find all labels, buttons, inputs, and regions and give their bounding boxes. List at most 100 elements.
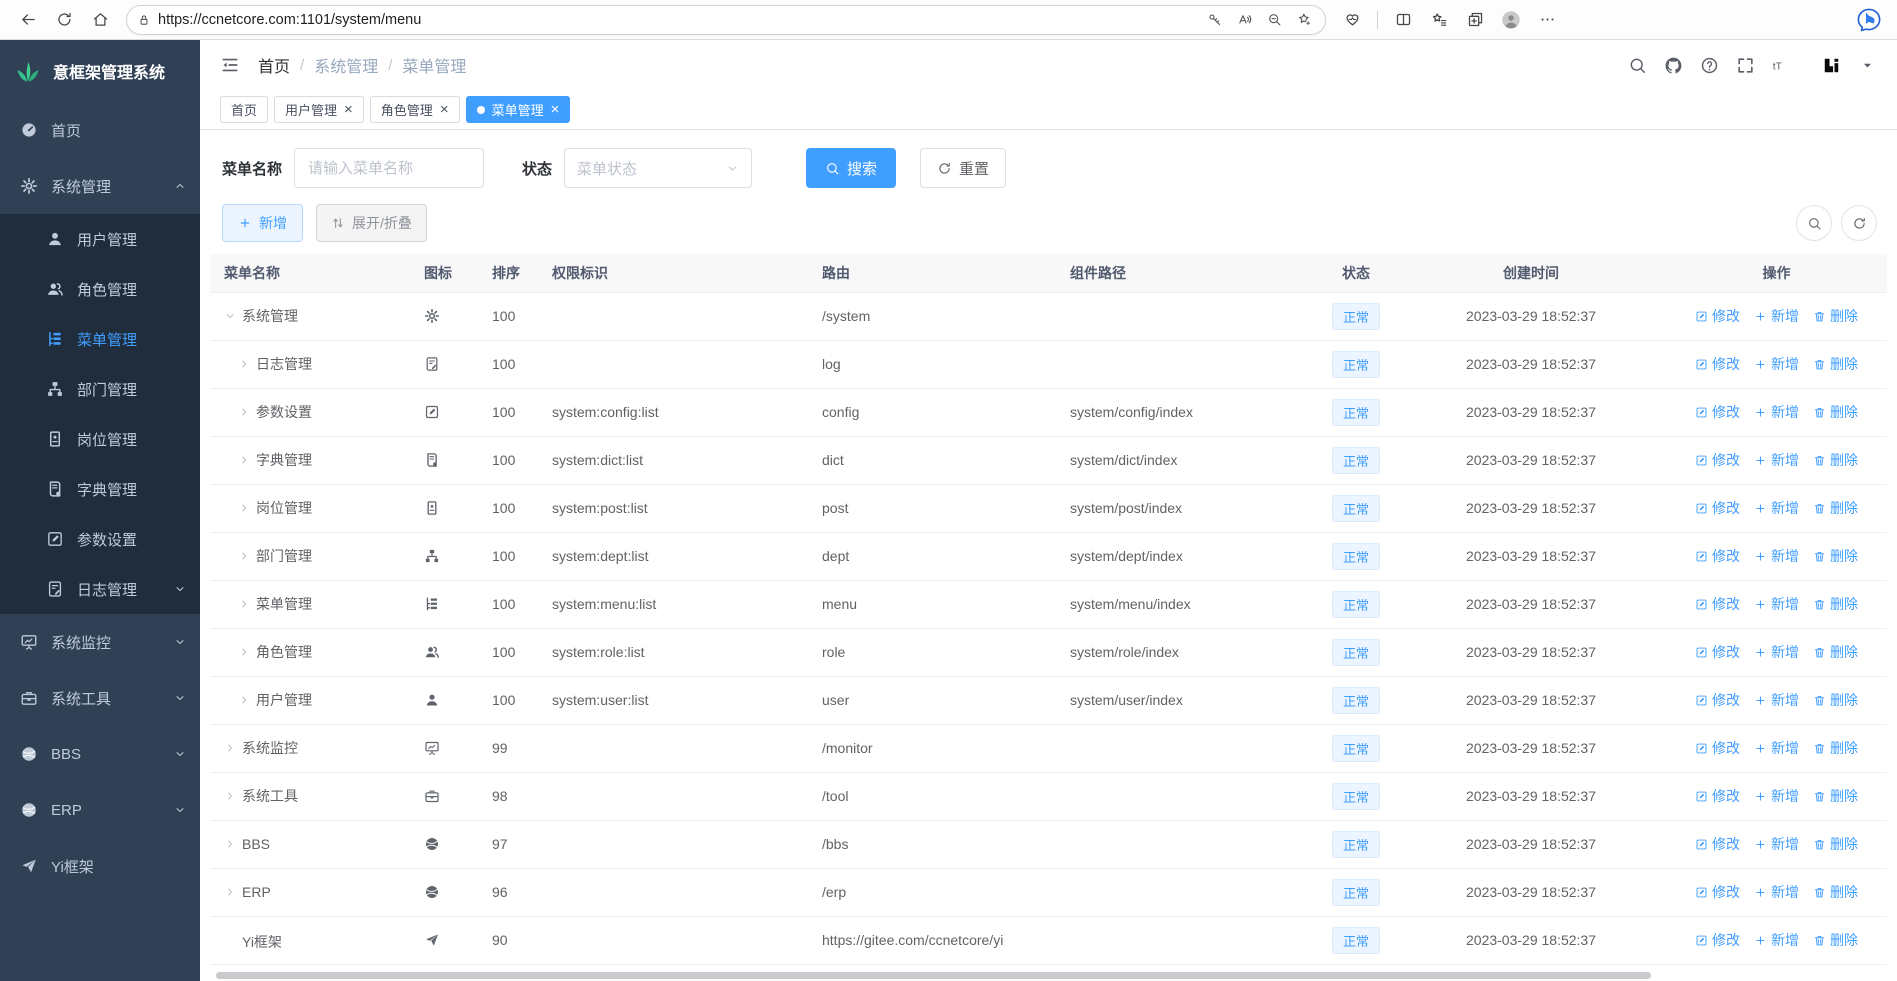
- horizontal-scrollbar[interactable]: [214, 970, 1883, 980]
- row-edit-link[interactable]: 修改: [1695, 690, 1740, 710]
- row-edit-link[interactable]: 修改: [1695, 498, 1740, 518]
- row-edit-link[interactable]: 修改: [1695, 930, 1740, 950]
- show-search-button[interactable]: [1796, 205, 1832, 241]
- split-screen-button[interactable]: [1385, 4, 1421, 36]
- row-add-link[interactable]: 新增: [1754, 354, 1799, 374]
- search-button[interactable]: [1628, 56, 1647, 75]
- row-add-link[interactable]: 新增: [1754, 834, 1799, 854]
- row-edit-link[interactable]: 修改: [1695, 354, 1740, 374]
- breadcrumb-item[interactable]: 菜单管理: [402, 59, 467, 76]
- zoom-out-button[interactable]: [1259, 7, 1289, 33]
- read-aloud-button[interactable]: [1229, 7, 1259, 33]
- sidebar-item-dict[interactable]: 字典管理: [0, 464, 200, 514]
- close-tab-icon[interactable]: ×: [550, 101, 560, 118]
- expand-row-icon[interactable]: [238, 502, 250, 514]
- fullscreen-button[interactable]: [1736, 56, 1755, 75]
- expand-row-icon[interactable]: [238, 454, 250, 466]
- row-delete-link[interactable]: 删除: [1813, 450, 1858, 470]
- expand-collapse-button[interactable]: 展开/折叠: [316, 204, 427, 242]
- browser-essentials-button[interactable]: [1334, 4, 1370, 36]
- back-button[interactable]: [10, 4, 46, 36]
- expand-row-icon[interactable]: [224, 310, 236, 322]
- user-menu-button[interactable]: [1822, 56, 1841, 75]
- row-delete-link[interactable]: 删除: [1813, 882, 1858, 902]
- expand-row-icon[interactable]: [224, 838, 236, 850]
- row-edit-link[interactable]: 修改: [1695, 882, 1740, 902]
- row-add-link[interactable]: 新增: [1754, 306, 1799, 326]
- address-lock[interactable]: [137, 13, 151, 27]
- row-add-link[interactable]: 新增: [1754, 546, 1799, 566]
- expand-row-icon[interactable]: [238, 694, 250, 706]
- row-delete-link[interactable]: 删除: [1813, 354, 1858, 374]
- row-delete-link[interactable]: 删除: [1813, 594, 1858, 614]
- address-bar[interactable]: https://ccnetcore.com:1101/system/menu: [126, 4, 1326, 35]
- row-edit-link[interactable]: 修改: [1695, 546, 1740, 566]
- scrollbar-thumb[interactable]: [216, 971, 1652, 979]
- row-delete-link[interactable]: 删除: [1813, 930, 1858, 950]
- row-edit-link[interactable]: 修改: [1695, 306, 1740, 326]
- sidebar-item-config[interactable]: 参数设置: [0, 514, 200, 564]
- password-button[interactable]: [1199, 7, 1229, 33]
- row-add-link[interactable]: 新增: [1754, 594, 1799, 614]
- bing-chat-button[interactable]: [1851, 4, 1887, 36]
- row-add-link[interactable]: 新增: [1754, 498, 1799, 518]
- expand-row-icon[interactable]: [238, 358, 250, 370]
- collapse-sidebar-button[interactable]: [220, 55, 240, 75]
- row-add-link[interactable]: 新增: [1754, 642, 1799, 662]
- breadcrumb-item[interactable]: 首页: [258, 59, 291, 76]
- row-delete-link[interactable]: 删除: [1813, 306, 1858, 326]
- expand-row-icon[interactable]: [224, 886, 236, 898]
- tab-role[interactable]: 角色管理 ×: [369, 96, 460, 123]
- sidebar-item-yi[interactable]: Yi框架: [0, 838, 200, 894]
- sidebar-item-role[interactable]: 角色管理: [0, 264, 200, 314]
- row-edit-link[interactable]: 修改: [1695, 738, 1740, 758]
- row-edit-link[interactable]: 修改: [1695, 834, 1740, 854]
- sidebar-item-erp[interactable]: ERP: [0, 782, 200, 838]
- add-menu-button[interactable]: 新增: [222, 204, 303, 242]
- row-delete-link[interactable]: 删除: [1813, 786, 1858, 806]
- row-delete-link[interactable]: 删除: [1813, 498, 1858, 518]
- menu-name-input[interactable]: [294, 148, 485, 188]
- profile-button[interactable]: [1493, 4, 1529, 36]
- row-delete-link[interactable]: 删除: [1813, 642, 1858, 662]
- github-button[interactable]: [1664, 56, 1683, 75]
- expand-row-icon[interactable]: [238, 598, 250, 610]
- expand-row-icon[interactable]: [224, 742, 236, 754]
- expand-row-icon[interactable]: [238, 406, 250, 418]
- row-add-link[interactable]: 新增: [1754, 450, 1799, 470]
- close-tab-icon[interactable]: ×: [439, 101, 449, 118]
- sidebar-item-post[interactable]: 岗位管理: [0, 414, 200, 464]
- tab-user[interactable]: 用户管理 ×: [274, 96, 364, 123]
- help-button[interactable]: [1700, 56, 1719, 75]
- row-delete-link[interactable]: 删除: [1813, 546, 1858, 566]
- search-button[interactable]: 搜索: [806, 148, 897, 188]
- more-options-button[interactable]: [1529, 4, 1565, 36]
- home-button[interactable]: [82, 4, 118, 36]
- row-delete-link[interactable]: 删除: [1813, 834, 1858, 854]
- row-add-link[interactable]: 新增: [1754, 738, 1799, 758]
- font-size-button[interactable]: tT: [1772, 56, 1791, 75]
- expand-row-icon[interactable]: [224, 790, 236, 802]
- breadcrumb-item[interactable]: 系统管理: [314, 59, 379, 76]
- favorites-button[interactable]: [1421, 4, 1457, 36]
- sidebar-item-user[interactable]: 用户管理: [0, 214, 200, 264]
- tab-menu[interactable]: 菜单管理 ×: [465, 96, 571, 123]
- row-delete-link[interactable]: 删除: [1813, 738, 1858, 758]
- sidebar-item-tool[interactable]: 系统工具: [0, 670, 200, 726]
- expand-row-icon[interactable]: [238, 550, 250, 562]
- reset-button[interactable]: 重置: [920, 148, 1007, 188]
- sidebar-item-bbs[interactable]: BBS: [0, 726, 200, 782]
- add-favorite-button[interactable]: [1289, 7, 1319, 33]
- row-add-link[interactable]: 新增: [1754, 786, 1799, 806]
- row-edit-link[interactable]: 修改: [1695, 786, 1740, 806]
- row-add-link[interactable]: 新增: [1754, 690, 1799, 710]
- row-add-link[interactable]: 新增: [1754, 402, 1799, 422]
- sidebar-item-dept[interactable]: 部门管理: [0, 364, 200, 414]
- collections-button[interactable]: [1457, 4, 1493, 36]
- sidebar-item-home[interactable]: 首页: [0, 102, 200, 158]
- row-add-link[interactable]: 新增: [1754, 930, 1799, 950]
- row-delete-link[interactable]: 删除: [1813, 690, 1858, 710]
- sidebar-item-monitor[interactable]: 系统监控: [0, 614, 200, 670]
- address-url[interactable]: https://ccnetcore.com:1101/system/menu: [158, 11, 422, 28]
- tab-home[interactable]: 首页: [220, 96, 269, 123]
